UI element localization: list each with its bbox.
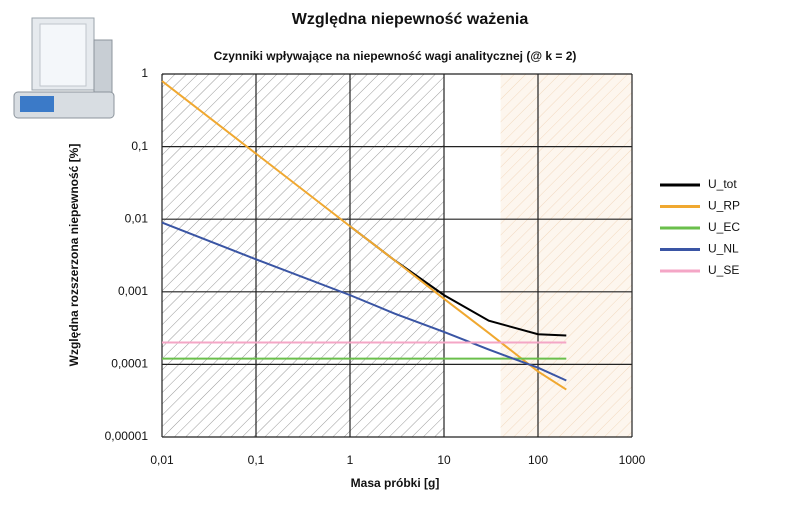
chart-title: Względna niepewność ważenia <box>292 11 529 28</box>
x-tick-label: 1000 <box>619 453 646 467</box>
legend-label: U_EC <box>708 220 740 234</box>
legend-label: U_SE <box>708 263 739 277</box>
shaded-region <box>500 74 632 437</box>
y-tick-label: 0,1 <box>131 139 148 153</box>
y-axis-label: Względna rozszerzona niepewność [%] <box>67 144 81 367</box>
x-tick-label: 0,1 <box>248 453 265 467</box>
y-tick-label: 1 <box>141 66 148 80</box>
legend-label: U_RP <box>708 199 740 213</box>
x-tick-label: 0,01 <box>150 453 174 467</box>
series-line <box>161 221 567 382</box>
x-tick-label: 10 <box>437 453 451 467</box>
x-tick-label: 100 <box>528 453 548 467</box>
y-tick-label: 0,01 <box>125 211 149 225</box>
balance-icon <box>13 17 115 119</box>
x-axis-label: Masa próbki [g] <box>351 476 440 490</box>
x-tick-label: 1 <box>347 453 354 467</box>
y-tick-label: 0,0001 <box>111 357 148 371</box>
y-tick-label: 0,00001 <box>105 429 149 443</box>
y-tick-label: 0,001 <box>118 284 148 298</box>
legend-label: U_tot <box>708 177 737 191</box>
chart-subtitle: Czynniki wpływające na niepewność wagi a… <box>214 49 577 63</box>
legend-label: U_NL <box>708 242 739 256</box>
shaded-region <box>162 74 444 437</box>
